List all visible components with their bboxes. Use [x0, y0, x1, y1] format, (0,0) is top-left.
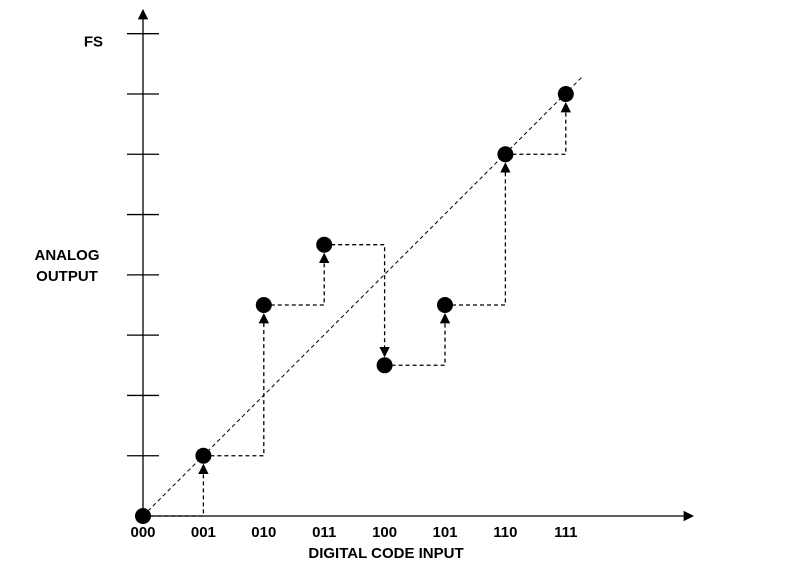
data-point [316, 236, 333, 253]
data-point [557, 85, 574, 102]
data-point [437, 296, 453, 313]
x-tick-label: 011 [312, 524, 336, 541]
y-axis-label: ANALOG OUTPUT [34, 247, 100, 285]
step-connector [203, 312, 269, 457]
data-point [376, 357, 393, 374]
step-connector [143, 463, 209, 517]
data-point [195, 447, 212, 464]
x-tick-label: 001 [191, 524, 216, 541]
x-axis-label: DIGITAL CODE INPUT [308, 545, 463, 562]
x-tick-label: 101 [432, 524, 457, 541]
x-tick-label: 100 [372, 524, 397, 541]
x-tick-label: 110 [493, 524, 517, 541]
x-tick-label: 111 [554, 524, 577, 541]
data-point [497, 146, 514, 163]
step-connector [505, 101, 571, 155]
x-tick-label: 000 [130, 524, 155, 541]
data-point [135, 508, 151, 524]
step-connector [445, 162, 511, 306]
step-connector [263, 252, 330, 306]
y-tick-label: FS [84, 34, 103, 51]
step-connector [324, 244, 390, 358]
step-connector [384, 312, 451, 366]
x-tick-label: 010 [251, 524, 276, 541]
data-point [255, 296, 272, 313]
ideal-line [142, 76, 583, 517]
